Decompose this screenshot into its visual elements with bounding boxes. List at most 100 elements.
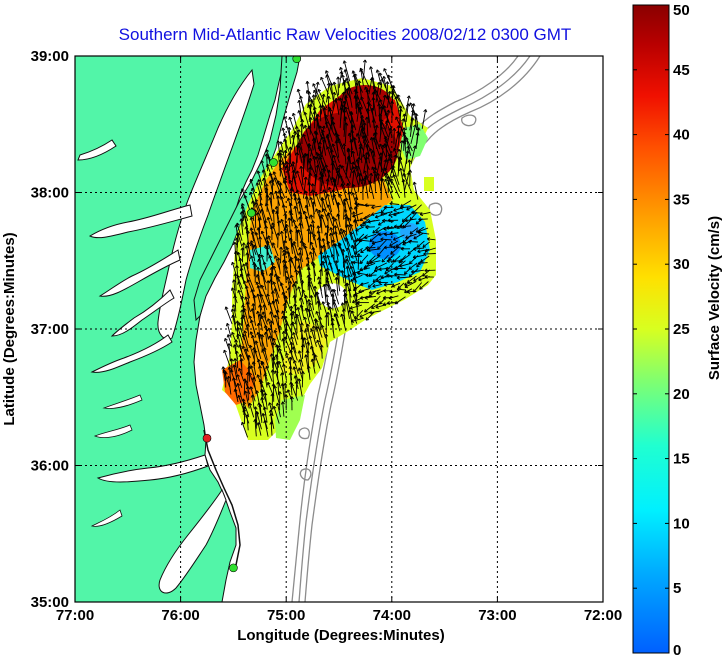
velocity-arrow-head <box>289 188 292 192</box>
radar-station-marker <box>202 433 212 443</box>
velocity-arrow-head <box>318 237 321 241</box>
velocity-arrow-head <box>408 95 411 99</box>
velocity-arrow <box>409 109 414 131</box>
velocity-arrow-head <box>289 305 292 309</box>
velocity-arrow-head <box>359 115 363 118</box>
velocity-arrow-head <box>244 380 246 384</box>
velocity-arrow <box>372 150 377 170</box>
velocity-arrow-head <box>266 236 269 240</box>
velocity-arrow-head <box>351 170 355 174</box>
velocity-arrow-head <box>313 173 317 177</box>
velocity-arrow <box>234 358 238 374</box>
velocity-arrow <box>317 89 328 109</box>
velocity-arrow-head <box>245 252 248 256</box>
velocity-arrow <box>308 309 315 326</box>
velocity-arrow-head <box>298 200 302 204</box>
velocity-arrow-head <box>290 274 294 278</box>
velocity-arrow-head <box>309 346 312 350</box>
velocity-arrow-head <box>294 269 297 273</box>
velocity-arrow <box>353 272 357 290</box>
velocity-arrow <box>282 161 287 180</box>
velocity-arrow-head <box>342 60 345 64</box>
velocity-arrow-head <box>334 140 337 144</box>
velocity-arrow-head <box>366 156 369 160</box>
velocity-arrow-head <box>249 240 252 244</box>
velocity-arrow <box>257 285 263 304</box>
velocity-arrow <box>427 238 436 241</box>
velocity-arrow-head <box>364 116 368 120</box>
velocity-arrow-head <box>303 154 306 158</box>
velocity-arrow-head <box>272 265 275 270</box>
velocity-arrow <box>344 106 352 124</box>
velocity-arrow-head <box>365 225 369 228</box>
velocity-arrow <box>251 187 257 201</box>
velocity-arrow-head <box>241 345 244 349</box>
velocity-arrow-head <box>348 217 351 221</box>
velocity-arrow-head <box>327 267 330 271</box>
velocity-arrow-head <box>416 263 418 268</box>
velocity-arrow-head <box>351 184 354 188</box>
velocity-arrow-head <box>352 219 356 223</box>
velocity-arrow-head <box>353 272 357 276</box>
velocity-arrow-head <box>371 242 376 245</box>
velocity-arrow <box>278 348 285 367</box>
velocity-arrow-head <box>330 322 333 326</box>
radar-station-marker <box>292 56 302 64</box>
velocity-arrow-head <box>416 127 420 131</box>
velocity-arrow-head <box>278 257 281 261</box>
velocity-arrow-head <box>259 202 261 207</box>
velocity-arrow-head <box>385 120 387 124</box>
velocity-arrow <box>304 316 309 331</box>
velocity-arrow-head <box>331 254 335 257</box>
velocity-arrow <box>250 217 257 234</box>
velocity-arrow <box>340 228 347 242</box>
velocity-arrow-head <box>247 354 250 358</box>
velocity-arrow-head <box>256 410 260 414</box>
velocity-arrow <box>260 160 267 177</box>
velocity-arrow-head <box>233 250 237 254</box>
velocity-arrow <box>236 350 239 369</box>
velocity-arrow-head <box>290 212 294 216</box>
velocity-arrow-head <box>313 94 316 98</box>
velocity-arrow-head <box>242 401 245 405</box>
velocity-arrow-head <box>327 204 331 207</box>
velocity-arrow-head <box>347 147 351 151</box>
velocity-arrow-head <box>352 211 354 215</box>
velocity-arrow-head <box>398 156 401 159</box>
velocity-arrow-head <box>321 238 324 242</box>
velocity-arrow <box>424 247 436 252</box>
velocity-arrow-head <box>237 251 241 255</box>
velocity-arrow-head <box>308 117 312 121</box>
velocity-arrow <box>375 82 380 103</box>
velocity-arrow-head <box>277 276 281 279</box>
velocity-arrow <box>413 254 425 258</box>
velocity-arrow-head <box>277 140 281 144</box>
velocity-arrow-head <box>417 230 421 233</box>
velocity-arrow <box>341 183 347 200</box>
velocity-arrow-head <box>297 216 301 220</box>
velocity-arrow-head <box>238 281 241 285</box>
velocity-arrow-head <box>243 195 246 199</box>
velocity-arrow-head <box>345 116 348 120</box>
velocity-arrow-head <box>272 222 275 226</box>
velocity-arrow <box>365 247 376 249</box>
velocity-arrow-head <box>257 266 261 270</box>
velocity-arrow <box>315 319 323 338</box>
velocity-arrow-head <box>308 91 312 95</box>
velocity-arrow <box>379 78 383 95</box>
velocity-arrow-head <box>293 219 297 223</box>
velocity-arrow-head <box>344 274 348 278</box>
velocity-arrow-head <box>393 214 397 217</box>
velocity-arrow-head <box>291 163 295 167</box>
velocity-arrow-head <box>371 76 375 80</box>
velocity-arrow <box>385 120 393 137</box>
velocity-arrow-head <box>333 218 336 222</box>
velocity-arrow <box>335 260 340 276</box>
velocity-arrow-head <box>263 392 266 396</box>
velocity-arrow <box>380 275 393 278</box>
velocity-arrow <box>329 108 333 131</box>
velocity-arrow <box>228 366 232 382</box>
velocity-arrow <box>276 402 281 418</box>
velocity-arrow-head <box>311 352 315 356</box>
velocity-arrow-head <box>332 178 335 182</box>
